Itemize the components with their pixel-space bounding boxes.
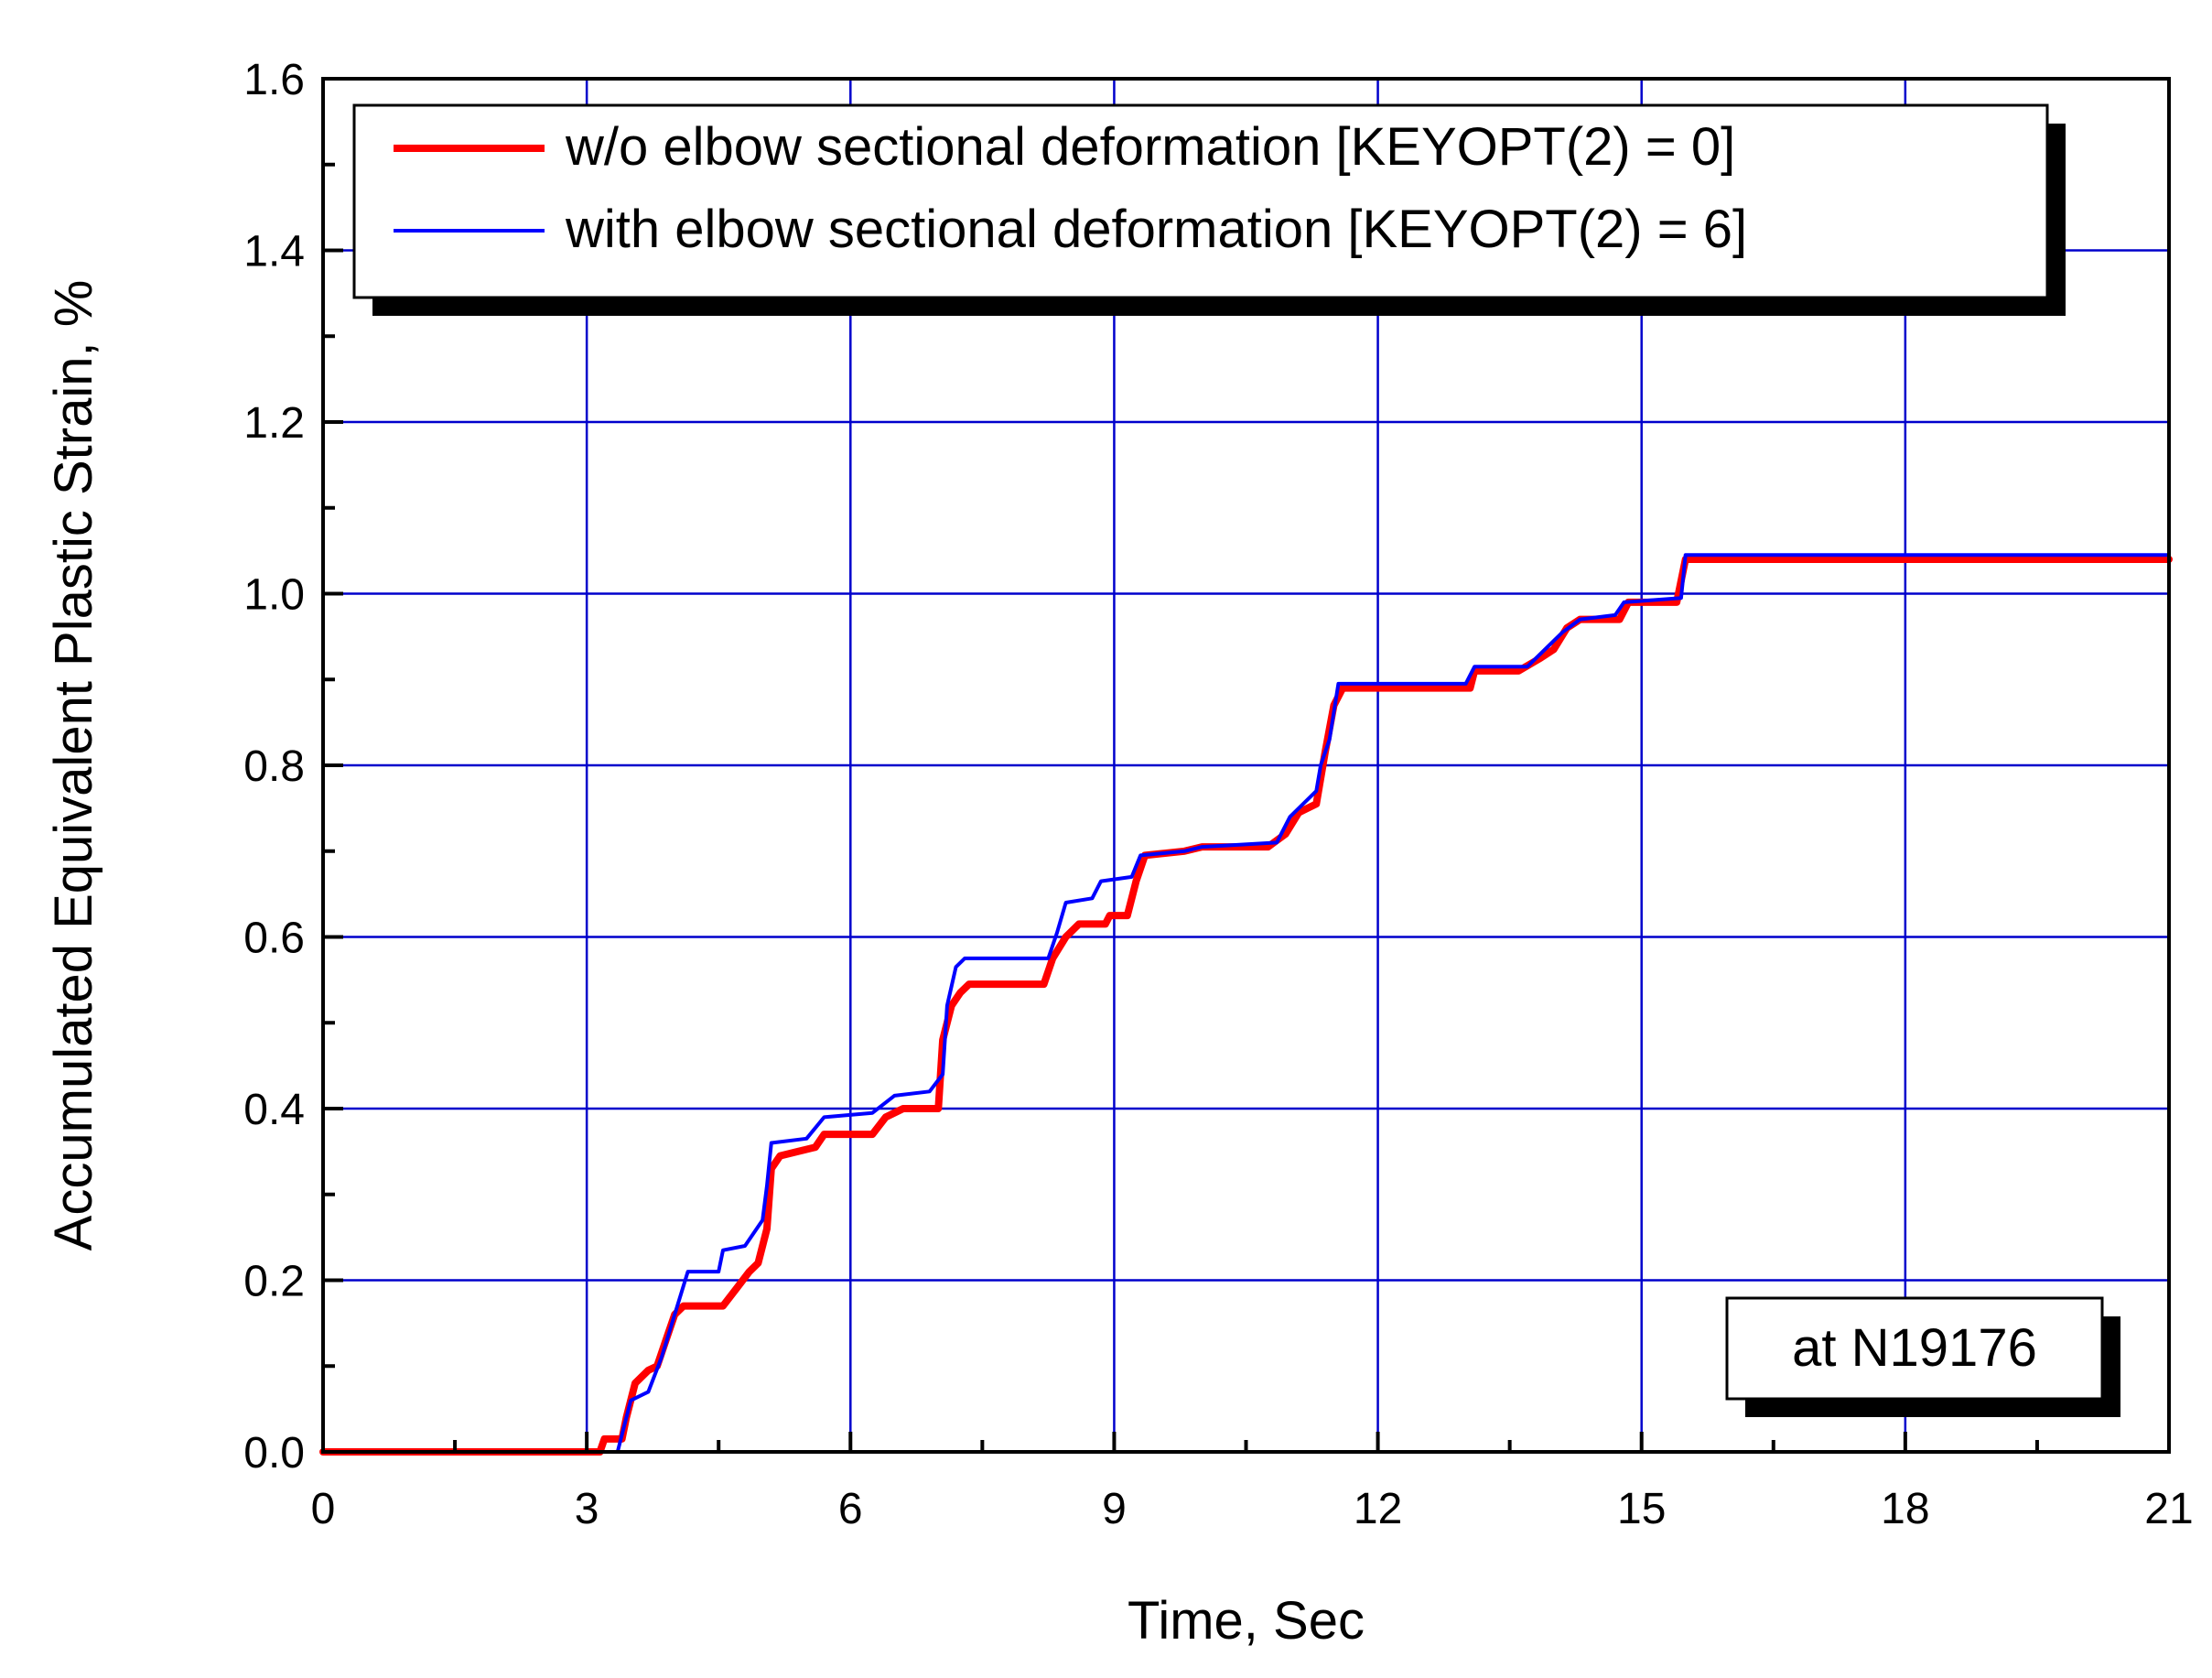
y-tick-label: 1.4 — [243, 228, 305, 276]
y-tick-label: 1.2 — [243, 399, 305, 448]
y-tick-label: 0.0 — [243, 1429, 305, 1478]
legend-label-blue: with elbow sectional deformation [KEYOPT… — [565, 200, 1747, 259]
x-axis-title: Time, Sec — [1128, 1591, 1365, 1651]
x-tick-label: 15 — [1617, 1485, 1666, 1533]
legend-box — [352, 103, 2049, 299]
node-annotation: at N19176 — [1725, 1296, 2120, 1417]
y-tick-label: 0.6 — [243, 915, 305, 963]
tick-labels: 0 3 6 9 12 15 18 21 0.0 0.2 0.4 0.6 0.8 1.0 1.2 1.4 1.6 — [243, 56, 2193, 1533]
y-tick-label: 1.0 — [243, 571, 305, 620]
y-tick-label: 0.2 — [243, 1258, 305, 1306]
x-tick-label: 9 — [1102, 1485, 1127, 1533]
y-tick-label: 1.6 — [243, 56, 305, 104]
annotation-box — [1725, 1296, 2104, 1401]
y-axis-title: Accumulated Equivalent Plastic Strain, % — [44, 280, 103, 1251]
x-tick-label: 12 — [1354, 1485, 1402, 1533]
x-tick-label: 0 — [311, 1485, 336, 1533]
legend-label-red: w/o elbow sectional deformation [KEYOPT(… — [565, 117, 1735, 177]
legend: w/o elbow sectional deformation [KEYOPT(… — [352, 103, 2066, 316]
axis-ticks — [321, 77, 2171, 1454]
series-lines — [319, 553, 2173, 1456]
y-tick-label: 0.4 — [243, 1086, 305, 1134]
annotation-text: at N19176 — [1792, 1318, 2037, 1378]
x-tick-label: 18 — [1881, 1485, 1929, 1533]
series-line-1 — [321, 553, 2171, 1454]
y-tick-label: 0.8 — [243, 742, 305, 791]
series-line-0 — [319, 556, 2173, 1456]
x-tick-label: 21 — [2144, 1485, 2193, 1533]
x-tick-label: 6 — [838, 1485, 863, 1533]
x-tick-label: 3 — [575, 1485, 599, 1533]
